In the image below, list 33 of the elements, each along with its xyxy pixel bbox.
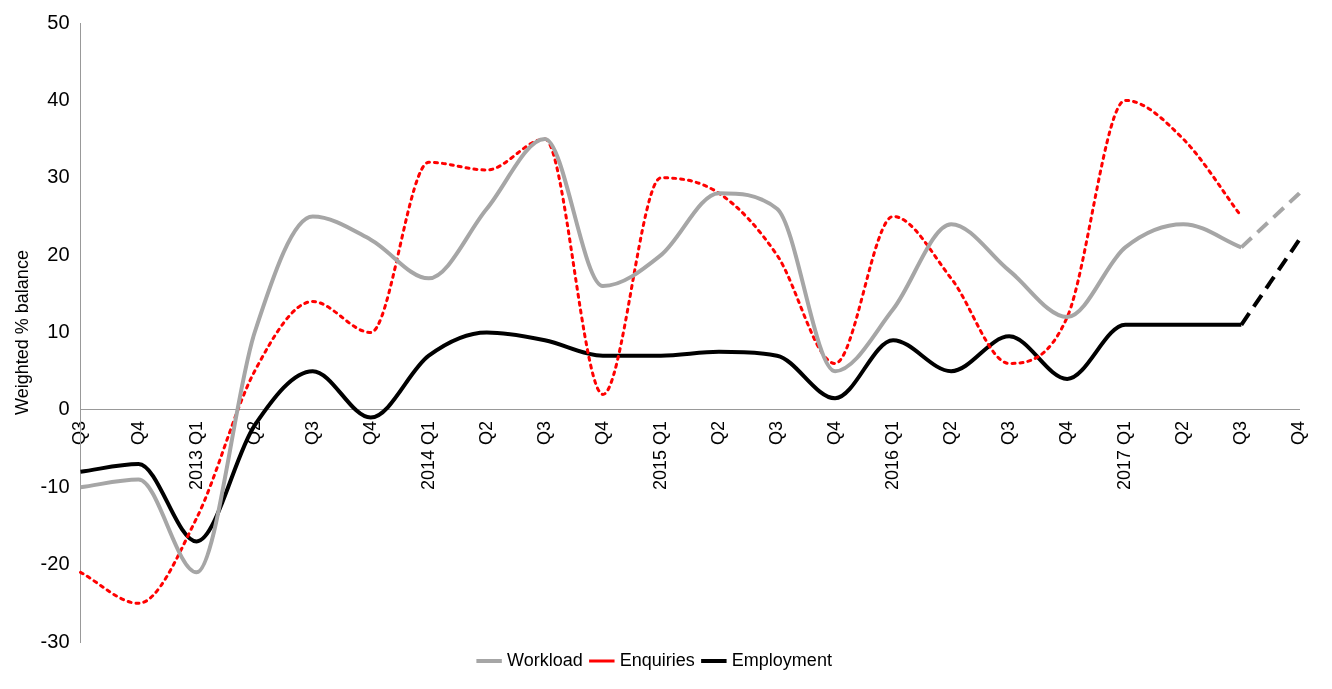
y-tick-label: -20 [40,552,70,575]
x-tick-label: Q4 [127,420,148,445]
y-tick-label: 50 [47,10,70,33]
x-tick-label: Q3 [533,420,554,445]
legend-label: Workload [507,649,583,670]
y-tick-label: 20 [47,242,70,265]
x-tick-label: Q4 [1056,420,1077,445]
x-tick-label: Q3 [998,420,1019,445]
x-tick-label: Q4 [359,420,380,445]
x-tick-label: 2014 Q1 [417,420,438,490]
x-tick-label: Q4 [1288,420,1309,445]
y-tick-label: 30 [47,165,70,188]
x-tick-label: Q3 [301,420,322,445]
y-tick-label: 10 [47,320,70,343]
y-tick-label: 0 [58,397,70,420]
y-axis-title: Weighted % balance [11,250,32,415]
x-tick-label: Q3 [1230,420,1251,445]
x-tick-label: 2016 Q1 [882,420,903,490]
x-tick-label: 2017 Q1 [1114,420,1135,490]
legend-label: Employment [731,649,832,670]
x-tick-label: Q2 [475,420,496,445]
x-tick-label: 2013 Q1 [185,420,206,490]
legend-label: Enquiries [619,649,695,670]
y-tick-label: 40 [47,87,70,110]
y-tick-label: -30 [40,629,70,652]
x-tick-label: Q4 [591,420,612,445]
x-tick-label: Q2 [1172,420,1193,445]
y-tick-label: -10 [40,474,70,497]
x-tick-label: Q2 [940,420,961,445]
x-tick-label: 2015 Q1 [649,420,670,490]
x-tick-label: Q4 [824,420,845,445]
x-tick-label: Q3 [765,420,786,445]
x-tick-label: Q2 [707,420,728,445]
